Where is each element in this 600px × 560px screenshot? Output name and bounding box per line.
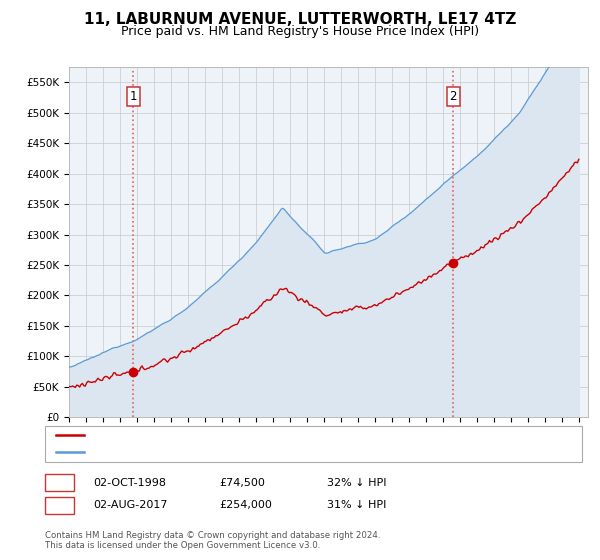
Text: 11, LABURNUM AVENUE, LUTTERWORTH, LE17 4TZ (detached house): 11, LABURNUM AVENUE, LUTTERWORTH, LE17 4… (90, 430, 448, 440)
Text: 11, LABURNUM AVENUE, LUTTERWORTH, LE17 4TZ: 11, LABURNUM AVENUE, LUTTERWORTH, LE17 4… (84, 12, 516, 27)
Text: HPI: Average price, detached house, Harborough: HPI: Average price, detached house, Harb… (90, 447, 345, 457)
Text: 1: 1 (56, 476, 63, 489)
Text: 2: 2 (56, 498, 63, 512)
Text: 2: 2 (449, 91, 457, 104)
Text: £254,000: £254,000 (219, 500, 272, 510)
Text: 32% ↓ HPI: 32% ↓ HPI (327, 478, 386, 488)
Text: 02-AUG-2017: 02-AUG-2017 (93, 500, 167, 510)
Text: £74,500: £74,500 (219, 478, 265, 488)
Text: Contains HM Land Registry data © Crown copyright and database right 2024.
This d: Contains HM Land Registry data © Crown c… (45, 531, 380, 550)
Text: 1: 1 (130, 91, 137, 104)
Text: 02-OCT-1998: 02-OCT-1998 (93, 478, 166, 488)
Text: 31% ↓ HPI: 31% ↓ HPI (327, 500, 386, 510)
Text: Price paid vs. HM Land Registry's House Price Index (HPI): Price paid vs. HM Land Registry's House … (121, 25, 479, 38)
